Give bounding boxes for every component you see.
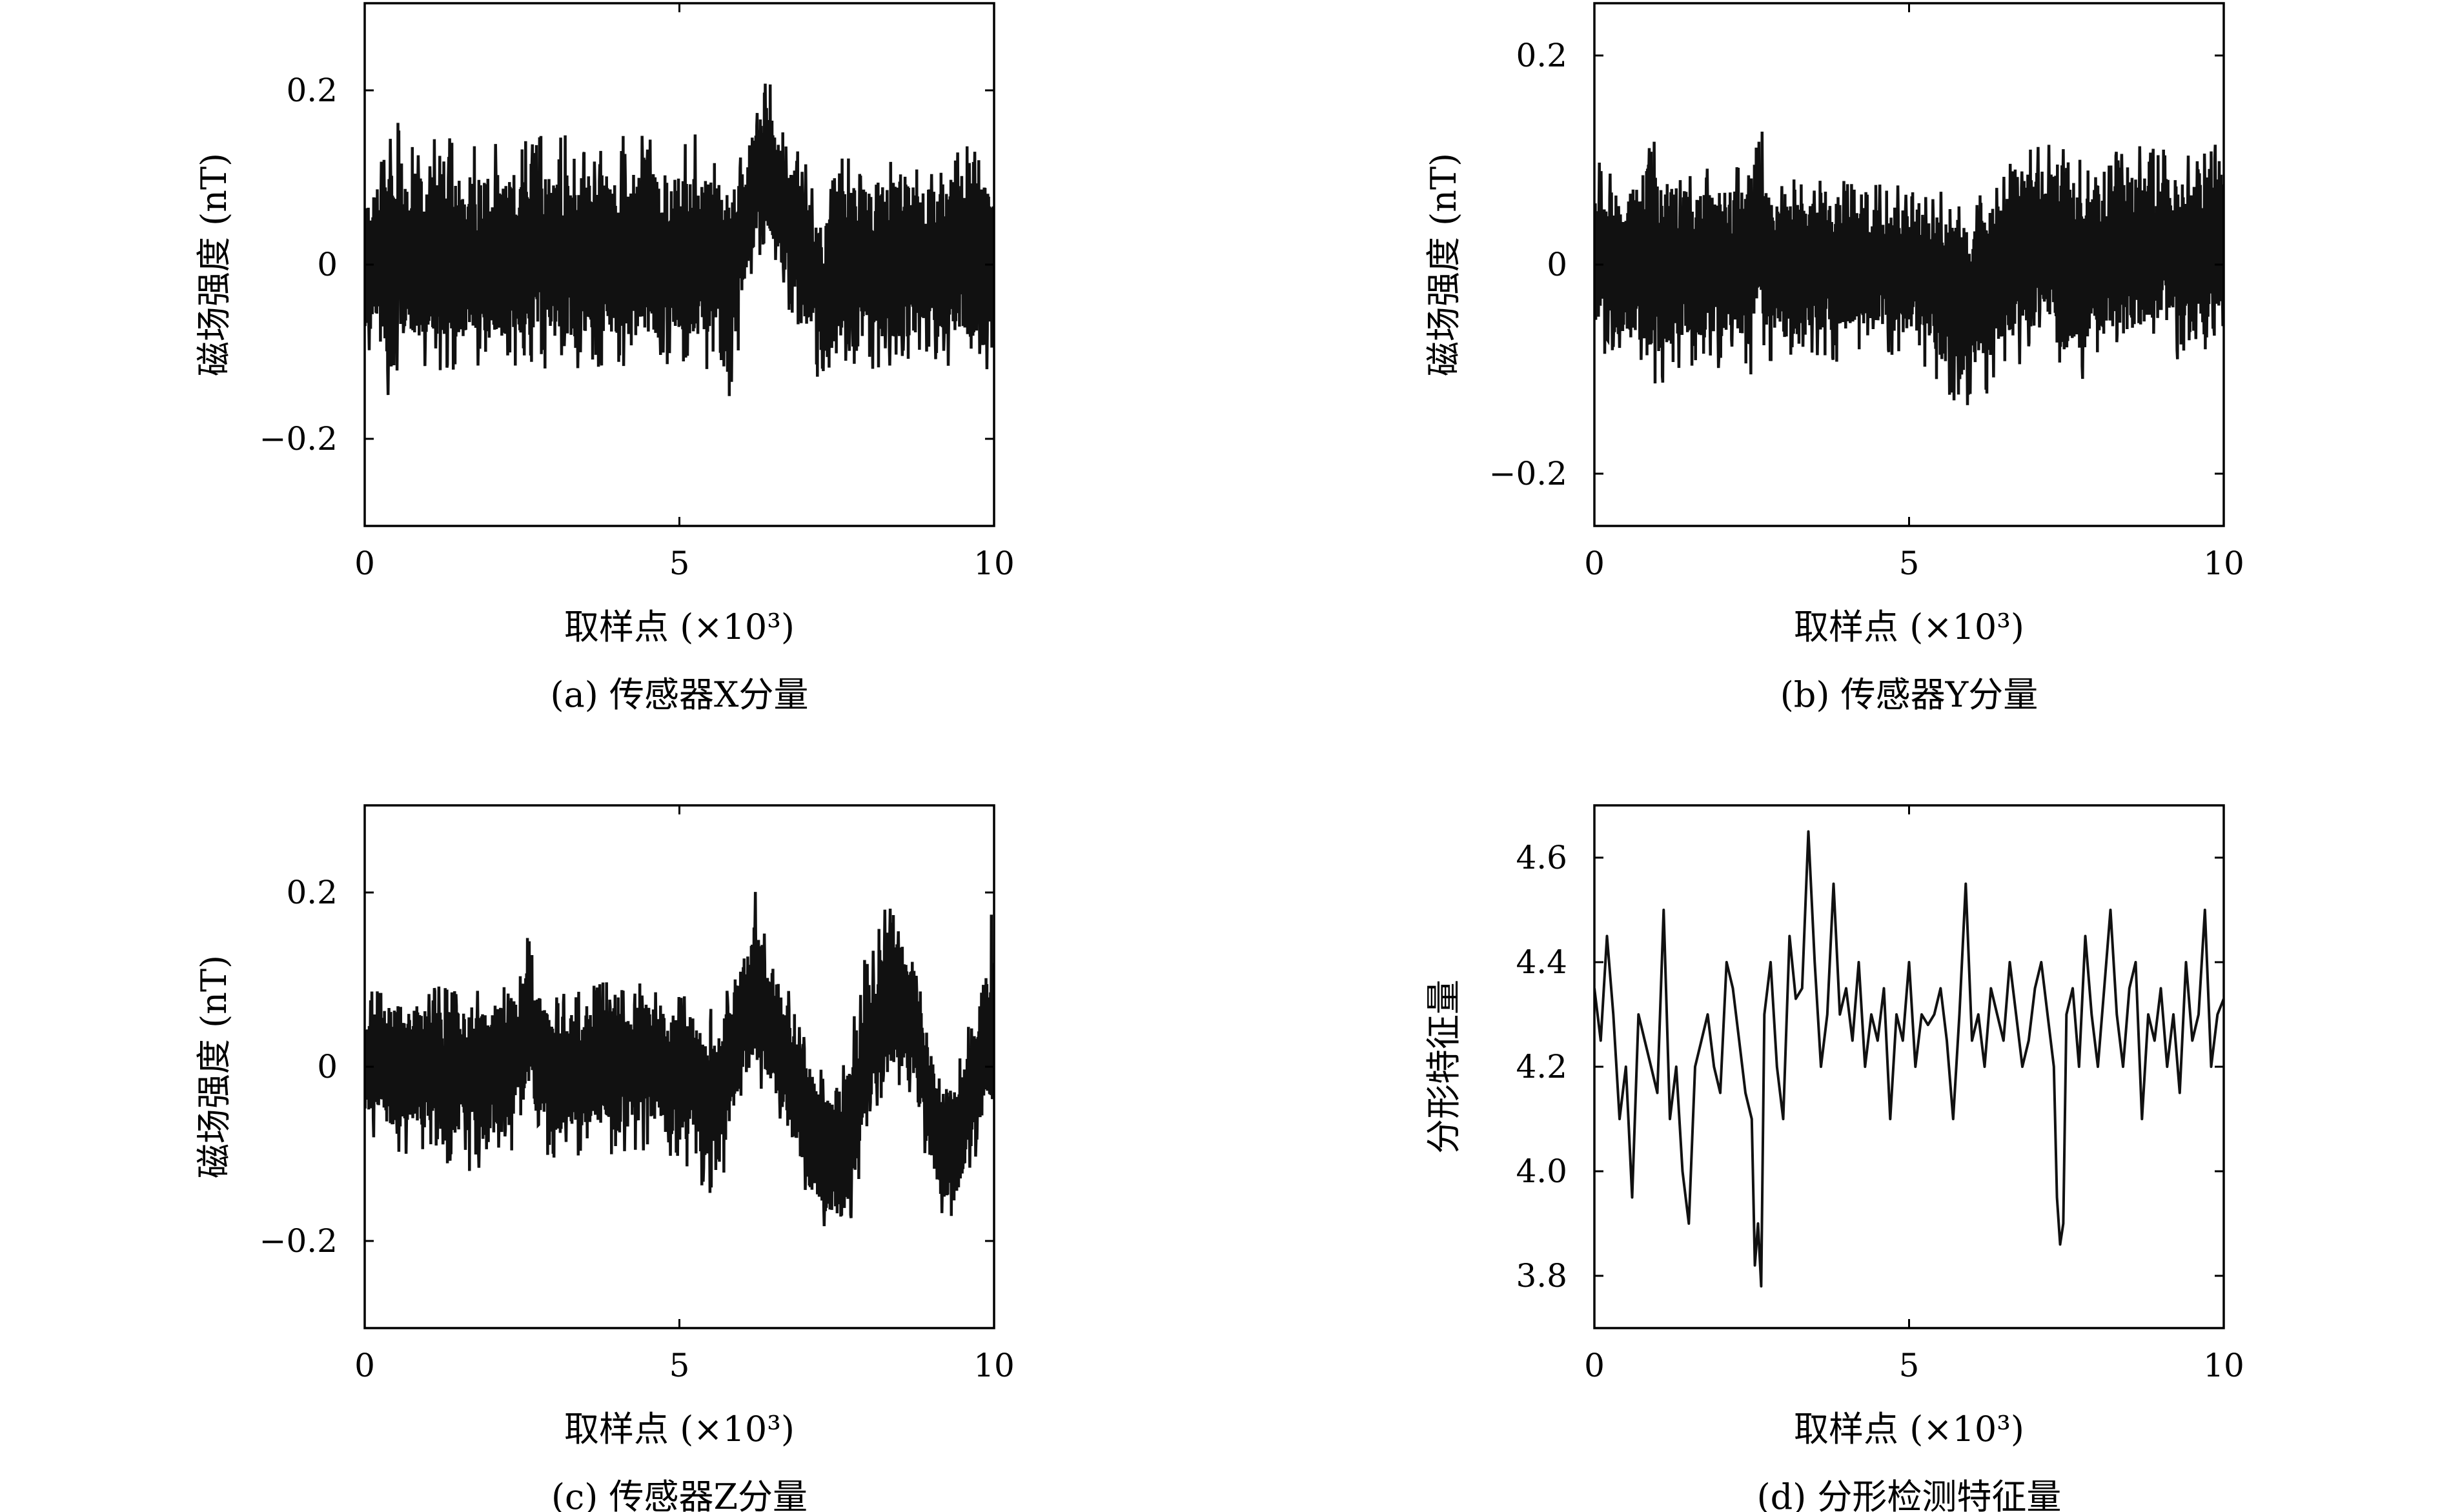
series-trace — [365, 83, 994, 396]
panel-c: 0 5 10 −0.2 0 0.2 取样点 (×10³) 磁场强度 (nT) (c) 传感器Z分… — [194, 804, 1015, 1512]
y-axis-label: 分形特征量 — [1423, 980, 1464, 1154]
x-tick-label: 0 — [354, 545, 375, 582]
y-tick-label: 0 — [317, 1048, 338, 1085]
y-tick-label: 0 — [317, 246, 338, 283]
y-tick-label: 3.8 — [1516, 1257, 1567, 1295]
x-tick-label: 10 — [973, 1347, 1015, 1384]
y-axis-label: 磁场强度 (nT) — [1423, 153, 1464, 376]
x-tick-label: 10 — [2203, 545, 2244, 582]
y-tick-label: 4.2 — [1516, 1048, 1567, 1085]
panel-caption: (c) 传感器Z分量 — [551, 1477, 808, 1512]
y-axis-label: 磁场强度 (nT) — [194, 153, 234, 376]
x-axis-label: 取样点 (×10³) — [564, 607, 795, 647]
x-axis-label: 取样点 (×10³) — [564, 1409, 795, 1449]
y-tick-label: 4.4 — [1516, 943, 1567, 981]
y-tick-label: 0.2 — [286, 72, 338, 109]
x-tick-label: 10 — [2203, 1347, 2244, 1384]
panel-a: 0 5 10 −0.2 0 0.2 取样点 (×10³) 磁场强度 (nT) (a) 传感器X分… — [194, 2, 1015, 715]
series-trace — [1594, 131, 2224, 405]
y-tick-label: 0 — [1547, 246, 1567, 283]
y-axis-label: 磁场强度 (nT) — [194, 955, 234, 1178]
series-line — [1594, 830, 2224, 1288]
x-tick-label: 0 — [1584, 1347, 1605, 1384]
x-tick-label: 0 — [1584, 545, 1605, 582]
x-axis-label: 取样点 (×10³) — [1794, 607, 2024, 647]
series-trace — [365, 892, 994, 1227]
panel-b: 0 5 10 −0.2 0 0.2 取样点 (×10³) 磁场强度 (nT) (b) 传感器Y分… — [1423, 2, 2244, 715]
x-axis-label: 取样点 (×10³) — [1794, 1409, 2024, 1449]
y-tick-label: −0.2 — [1489, 455, 1567, 492]
x-tick-label: 5 — [1899, 545, 1920, 582]
y-tick-label: 4.6 — [1516, 839, 1567, 876]
panel-caption: (d) 分形检测特征量 — [1757, 1477, 2062, 1512]
panel-d: 0 5 10 3.8 4.0 4.2 4.4 4.6 取样点 (×10³) 分形特征量 (d) 分形… — [1423, 804, 2244, 1512]
y-tick-label: 0.2 — [286, 874, 338, 911]
x-tick-label: 0 — [354, 1347, 375, 1384]
panel-caption: (b) 传感器Y分量 — [1780, 674, 2038, 715]
plot-frame — [1593, 804, 2225, 1329]
y-tick-label: −0.2 — [259, 1222, 338, 1260]
x-tick-label: 5 — [1899, 1347, 1920, 1384]
x-tick-label: 5 — [669, 545, 690, 582]
y-tick-label: −0.2 — [259, 420, 338, 458]
y-tick-label: 0.2 — [1516, 37, 1567, 74]
x-tick-label: 5 — [669, 1347, 690, 1384]
x-tick-label: 10 — [973, 545, 1015, 582]
y-tick-label: 4.0 — [1516, 1153, 1567, 1190]
panel-caption: (a) 传感器X分量 — [551, 674, 809, 715]
